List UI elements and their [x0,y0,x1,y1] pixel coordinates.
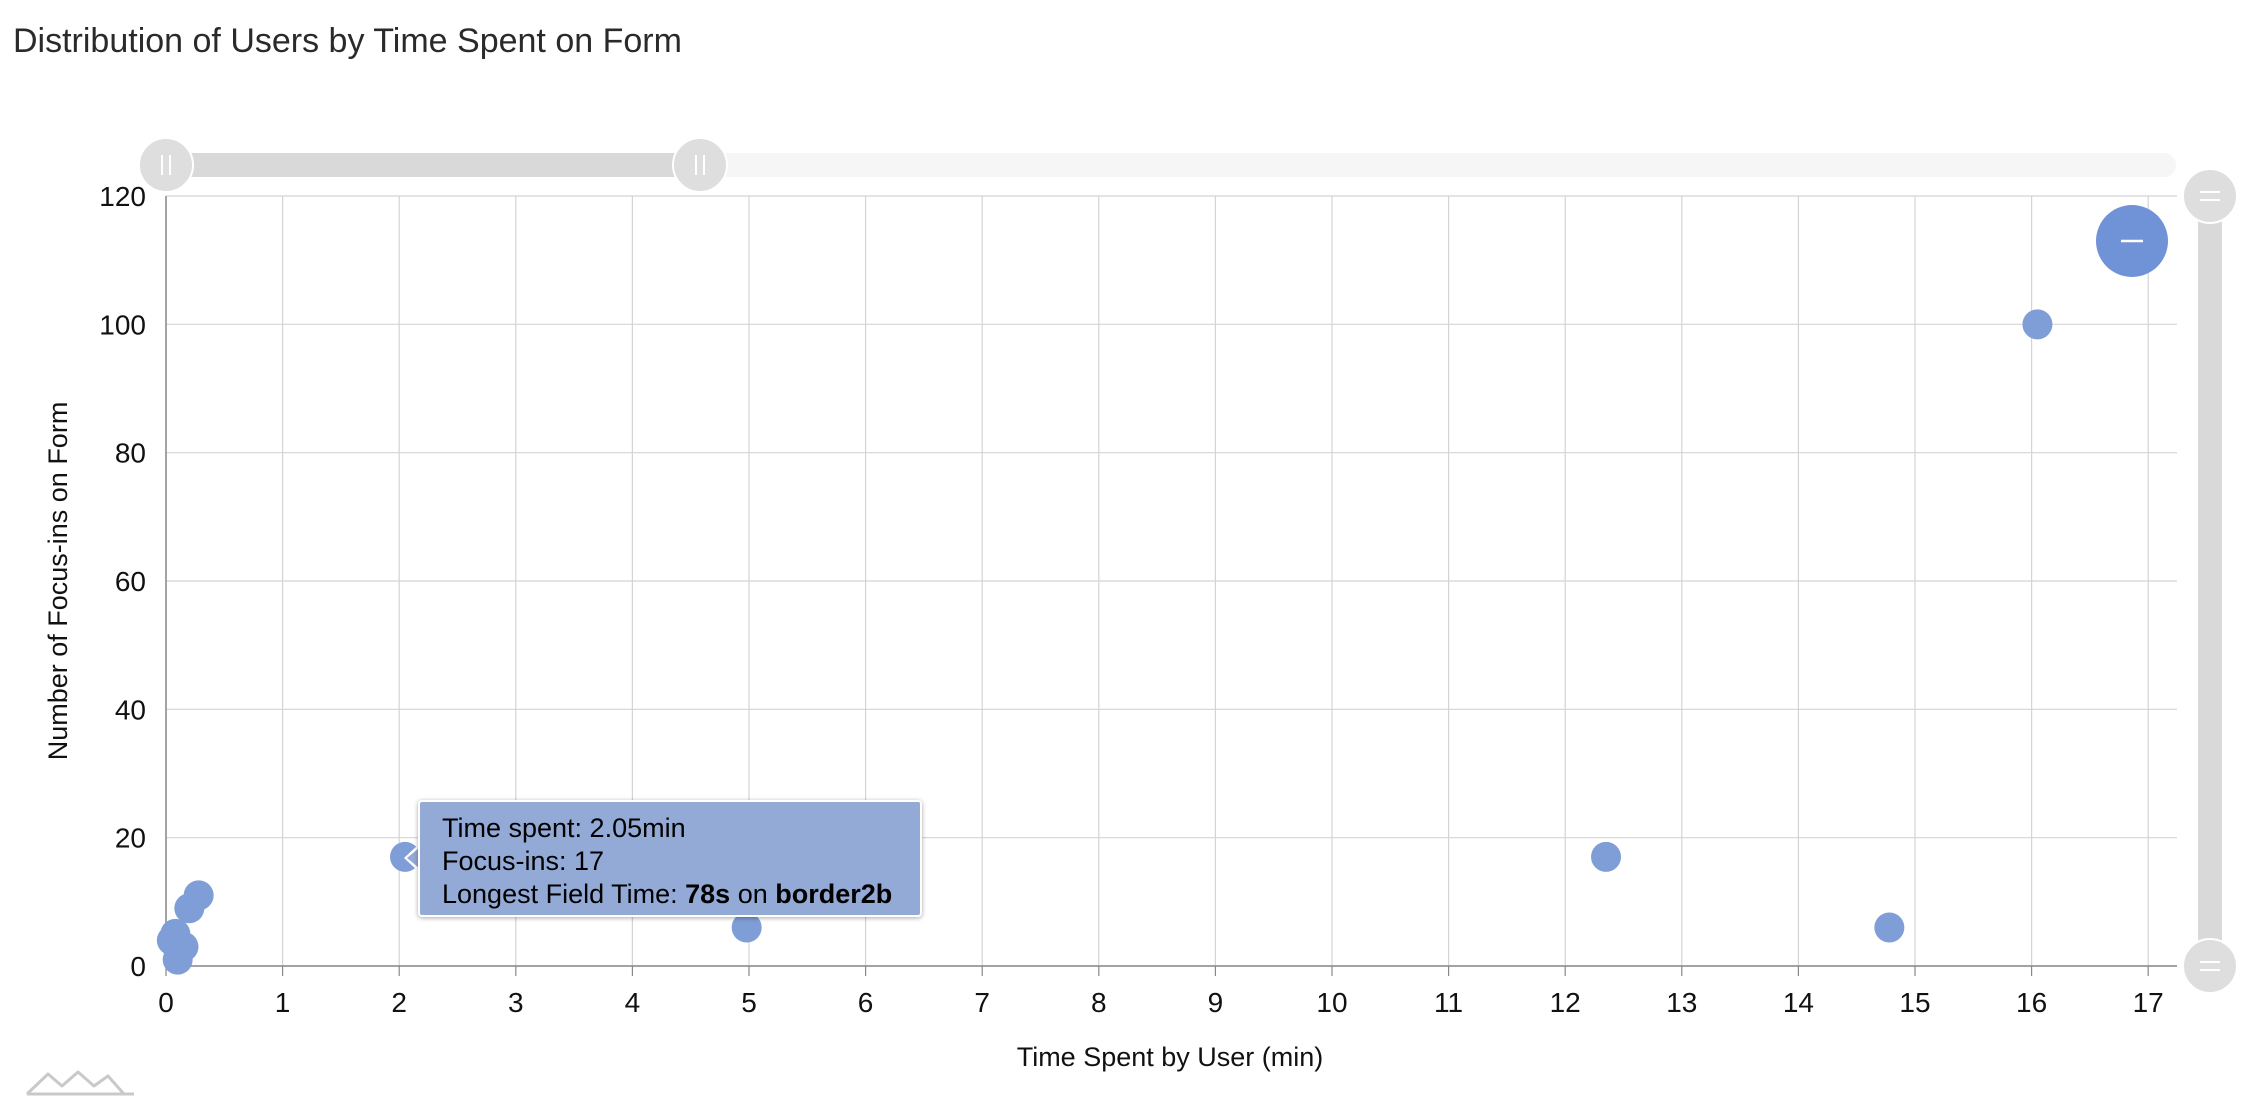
x-tick-label: 6 [858,987,874,1018]
tooltip-time-spent: Time spent: 2.05min [442,813,686,843]
chart-logo-icon[interactable] [25,1070,134,1096]
x-tick-label: 12 [1550,987,1581,1018]
x-tick-label: 0 [158,987,174,1018]
x-tick-label: 15 [1899,987,1930,1018]
x-axis-label: Time Spent by User (min) [1017,1042,1324,1072]
data-point[interactable] [731,912,762,943]
data-point[interactable] [168,931,199,962]
x-tick-label: 17 [2133,987,2164,1018]
y-scrollbar-thumb[interactable] [2198,196,2222,966]
y-scrollbar[interactable] [2182,168,2238,994]
y-tick-label: 100 [99,309,146,340]
y-tick-label: 40 [115,694,146,725]
data-point[interactable] [183,880,214,911]
x-tick-label: 3 [508,987,524,1018]
tooltip-longest-label: Longest Field Time: [442,879,686,909]
data-point[interactable] [1874,912,1905,943]
y-axis-label: Number of Focus-ins on Form [43,402,73,761]
tooltip-field-name: border2b [775,879,893,909]
x-tick-label: 9 [1208,987,1224,1018]
x-tick-label: 8 [1091,987,1107,1018]
y-axis-ticks: 0 20 40 60 80 100 120 [99,181,146,982]
x-scrollbar-start-grip[interactable] [138,137,194,193]
tooltip-focus-ins: Focus-ins: 17 [442,846,605,876]
x-tick-label: 7 [974,987,990,1018]
y-scrollbar-bottom-grip[interactable] [2182,938,2238,994]
x-tick-label: 5 [741,987,757,1018]
data-point[interactable] [1591,841,1622,872]
data-points [156,309,2053,975]
y-tick-label: 0 [130,951,146,982]
x-scrollbar-thumb[interactable] [166,153,703,177]
data-point[interactable] [2022,309,2053,340]
x-tick-label: 1 [275,987,291,1018]
tooltip-longest-field: Longest Field Time: 78s on border2b [442,878,898,911]
x-tick-label: 4 [625,987,641,1018]
x-tick-label: 13 [1666,987,1697,1018]
y-tick-label: 80 [115,438,146,469]
x-tick-label: 14 [1783,987,1814,1018]
x-scrollbar-end-grip[interactable] [672,137,728,193]
x-tick-label: 2 [391,987,407,1018]
y-tick-label: 60 [115,566,146,597]
tooltip-longest-value: 78s [685,879,731,909]
y-tick-label: 20 [115,823,146,854]
tooltip-on-text: on [730,879,776,909]
data-point-tooltip: Time spent: 2.05min Focus-ins: 17 Longes… [418,800,922,917]
y-scrollbar-top-grip[interactable] [2182,168,2238,224]
x-tick-label: 11 [1434,987,1463,1018]
x-tick-label: 16 [2016,987,2047,1018]
chart-title: Distribution of Users by Time Spent on F… [13,22,682,60]
zoom-out-button[interactable] [2096,205,2168,277]
y-tick-label: 120 [99,181,146,212]
tooltip-arrow-fill [407,848,419,868]
x-axis-ticks: 0 1 2 3 4 5 6 7 8 9 10 11 12 13 14 15 16 17 [158,966,2164,1018]
x-tick-label: 10 [1316,987,1347,1018]
x-scrollbar[interactable] [138,137,2176,193]
